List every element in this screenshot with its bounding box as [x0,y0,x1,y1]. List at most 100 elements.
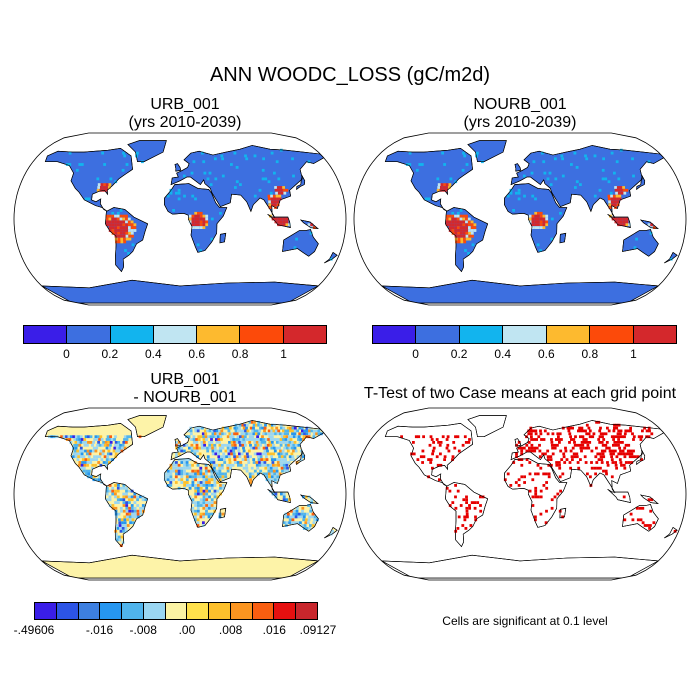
grid-cell [539,220,543,224]
grid-cell [614,443,618,447]
grid-cell [633,246,637,250]
grid-cell [194,504,197,507]
grid-cell [427,197,431,201]
grid-cell [617,423,621,427]
grid-cell [438,478,441,482]
grid-cell [79,455,83,459]
grid-cell [311,515,314,519]
grid-cell [582,446,585,450]
grid-cell [202,481,206,484]
grid-cell [637,435,641,439]
grid-cell [618,458,622,461]
grid-cell [241,423,245,427]
grid-cell [125,512,129,516]
colorbar-swatch [283,326,326,343]
grid-cell [534,211,538,215]
grid-cell [116,495,120,499]
grid-cell [571,446,575,450]
grid-cell [292,174,295,178]
grid-cell [583,455,587,459]
grid-cell [597,458,601,461]
grid-cell [280,426,283,430]
grid-cell [223,461,227,464]
grid-cell [124,441,128,444]
grid-cell [550,506,554,510]
grid-cell [280,191,284,195]
grid-cell [214,449,217,453]
grid-cell [543,429,547,433]
grid-cell [297,443,301,447]
grid-cell [536,243,540,247]
grid-cell [237,429,240,433]
grid-cell [275,469,279,473]
grid-cell [210,486,214,490]
grid-cell [451,226,455,229]
grid-cell [103,163,106,166]
grid-cell [448,226,452,229]
grid-cell [233,426,237,430]
grid-cell [468,504,471,507]
grid-cell [169,475,173,479]
colorbar-urb-ticks: 0 0.2 0.4 0.6 0.8 1 [23,347,327,363]
grid-cell [208,504,211,507]
grid-cell [174,481,178,484]
grid-cell [202,506,206,510]
grid-cell [177,486,181,490]
grid-cell [125,501,128,504]
grid-cell [175,441,178,444]
colorbar-swatch [24,326,68,343]
grid-cell [448,217,452,221]
grid-cell [274,438,278,441]
grid-cell [108,504,112,507]
grid-cell [180,458,184,461]
grid-cell [286,441,289,444]
grid-cell [293,432,297,436]
grid-cell [285,452,289,456]
grid-cell [440,183,444,186]
grid-cell [125,217,128,221]
grid-cell [263,441,267,444]
grid-cell [517,446,521,450]
grid-cell [242,438,246,441]
grid-cell [278,458,282,461]
grid-cell [182,449,186,453]
grid-cell [106,435,110,439]
grid-cell [601,168,605,172]
grid-cell [60,435,63,439]
grid-cell [111,486,115,490]
grid-cell [617,177,621,181]
grid-cell [74,446,78,450]
grid-cell [249,446,253,450]
grid-cell [100,183,104,186]
grid-cell [273,475,277,479]
grid-cell [523,481,526,484]
grid-cell [261,452,265,456]
grid-cell [209,461,213,464]
grid-cell [201,151,204,155]
grid-cell [456,223,460,227]
grid-cell [273,203,277,207]
grid-cell [456,489,460,493]
grid-cell [198,426,202,430]
grid-cell [202,438,206,441]
grid-cell [530,435,533,439]
grid-cell [172,478,175,482]
grid-cell [279,461,283,464]
grid-cell [242,426,246,430]
colorbar-tick-label: 0.2 [101,347,119,361]
grid-cell [302,518,306,522]
grid-cell [110,438,114,441]
grid-cell [559,449,563,453]
grid-cell [529,432,533,436]
grid-cell [275,426,279,430]
grid-cell [230,438,233,441]
grid-cell [281,432,285,436]
coastline-madagascar [219,507,227,519]
grid-cell [540,438,543,441]
grid-cell [131,509,134,513]
grid-cell [128,435,132,439]
grid-cell [419,455,423,459]
grid-cell [214,177,218,181]
grid-cell [553,495,557,499]
grid-cell [614,188,618,192]
